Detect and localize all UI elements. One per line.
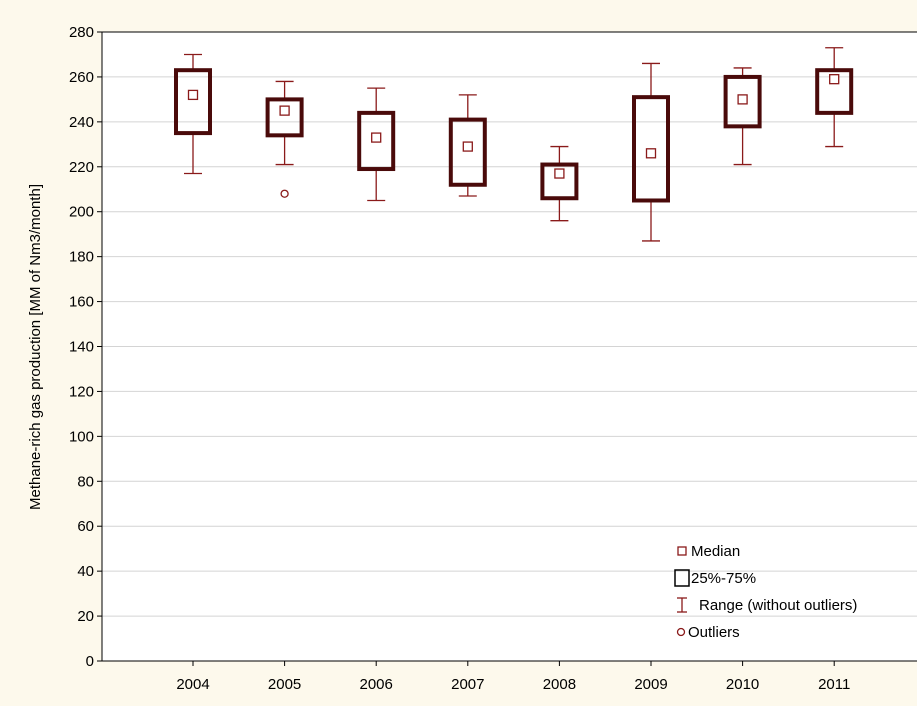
y-tick-label: 220 bbox=[69, 159, 94, 176]
grid-lines bbox=[97, 31, 917, 662]
y-tick-label: 140 bbox=[69, 339, 94, 356]
legend: Median 25%-75% Range (without outliers) Out… bbox=[674, 543, 857, 641]
y-tick-labels: 0 20 40 60 80 100 120 140 160 180 200 220 240 260 280 bbox=[69, 24, 94, 670]
x-tick-label: 2006 bbox=[360, 676, 393, 693]
median-marker bbox=[462, 141, 473, 152]
box-2004 bbox=[174, 53, 212, 175]
y-tick-label: 180 bbox=[69, 249, 94, 266]
box-2007 bbox=[448, 94, 487, 197]
median-marker bbox=[554, 168, 565, 179]
legend-label: Outliers bbox=[688, 624, 740, 641]
legend-box-icon bbox=[674, 569, 690, 587]
y-tick-label: 20 bbox=[77, 608, 94, 625]
x-tick-label: 2011 bbox=[818, 676, 850, 693]
median-marker bbox=[279, 105, 290, 116]
median-marker bbox=[645, 148, 657, 159]
box-iqr bbox=[815, 68, 854, 115]
y-tick-label: 260 bbox=[69, 69, 94, 86]
median-marker bbox=[371, 132, 382, 143]
x-tick-label: 2008 bbox=[543, 676, 576, 693]
y-tick-label: 0 bbox=[86, 653, 94, 670]
y-axis-label: Methane-rich gas production [MM of Nm3/m… bbox=[27, 184, 44, 510]
box-series bbox=[174, 47, 854, 242]
legend-item-outlier: Outliers bbox=[676, 624, 740, 641]
x-tick-label: 2004 bbox=[176, 676, 209, 693]
legend-item-median: Median bbox=[677, 543, 740, 560]
outlier-point bbox=[280, 189, 289, 198]
legend-label: Median bbox=[691, 543, 740, 560]
y-tick-label: 80 bbox=[77, 473, 94, 490]
box-iqr bbox=[448, 117, 487, 187]
y-tick-label: 60 bbox=[77, 518, 94, 535]
box-2011 bbox=[815, 47, 854, 148]
legend-label: Range (without outliers) bbox=[699, 597, 857, 614]
box-2005 bbox=[265, 80, 304, 198]
box-iqr bbox=[265, 97, 304, 138]
x-tick-label: 2005 bbox=[268, 676, 301, 693]
y-tick-label: 280 bbox=[69, 24, 94, 41]
box-2009 bbox=[632, 62, 670, 242]
box-2006 bbox=[357, 87, 396, 202]
legend-outlier-icon bbox=[676, 627, 686, 637]
legend-item-box: 25%-75% bbox=[674, 569, 756, 587]
median-marker bbox=[829, 74, 840, 85]
x-tick-label: 2009 bbox=[634, 676, 667, 693]
legend-median-icon bbox=[677, 546, 687, 556]
box-iqr bbox=[723, 74, 762, 129]
x-tick-label: 2010 bbox=[726, 676, 759, 693]
axes bbox=[101, 31, 917, 662]
y-tick-label: 160 bbox=[69, 294, 94, 311]
x-tick-labels: 2004 2005 2006 2007 2008 2009 2010 2011 bbox=[176, 661, 850, 693]
y-tick-label: 240 bbox=[69, 114, 94, 131]
box-iqr bbox=[632, 95, 670, 203]
y-tick-label: 120 bbox=[69, 383, 94, 400]
legend-label: 25%-75% bbox=[691, 570, 756, 587]
y-tick-label: 40 bbox=[77, 563, 94, 580]
box-2010 bbox=[723, 67, 762, 166]
y-tick-label: 200 bbox=[69, 204, 94, 221]
box-iqr bbox=[357, 110, 396, 172]
y-tick-label: 100 bbox=[69, 428, 94, 445]
median-marker bbox=[737, 94, 748, 105]
box-iqr bbox=[174, 68, 212, 136]
median-marker bbox=[187, 89, 199, 101]
x-tick-label: 2007 bbox=[451, 676, 484, 693]
box-2008 bbox=[540, 145, 579, 222]
legend-item-range: Range (without outliers) bbox=[677, 597, 857, 614]
box-iqr bbox=[540, 162, 579, 201]
